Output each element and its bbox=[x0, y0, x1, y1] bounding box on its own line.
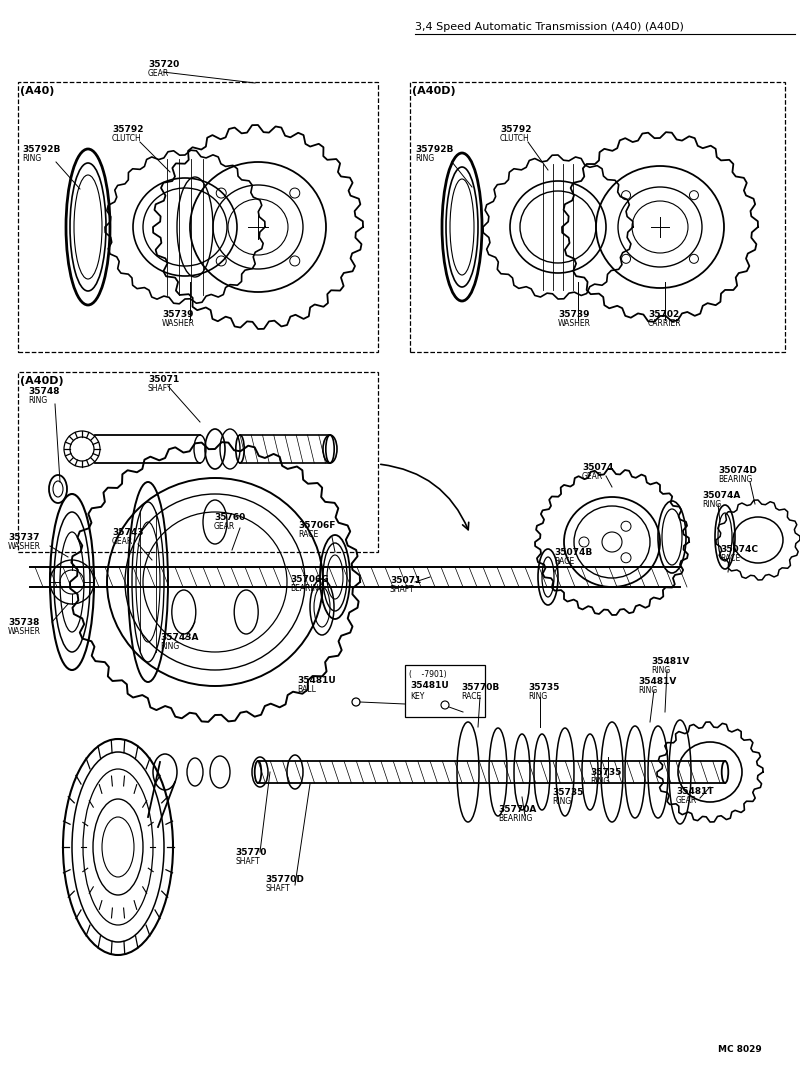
Text: MC 8029: MC 8029 bbox=[718, 1045, 762, 1054]
Text: RING: RING bbox=[638, 686, 658, 695]
Text: 35739: 35739 bbox=[162, 311, 194, 319]
Text: SHAFT: SHAFT bbox=[265, 884, 290, 893]
Bar bbox=[18, 372, 378, 552]
Text: 35071: 35071 bbox=[390, 576, 422, 585]
Text: 35792: 35792 bbox=[112, 126, 143, 134]
Text: WASHER: WASHER bbox=[8, 542, 41, 551]
Text: 35720: 35720 bbox=[148, 60, 179, 69]
Text: 35735: 35735 bbox=[528, 683, 559, 692]
Text: 35481T: 35481T bbox=[676, 787, 714, 796]
Text: RING: RING bbox=[415, 154, 434, 163]
Text: 35792B: 35792B bbox=[415, 145, 454, 154]
Text: CARRIER: CARRIER bbox=[648, 319, 682, 328]
Text: RING: RING bbox=[651, 667, 670, 675]
Text: (A40D): (A40D) bbox=[20, 377, 64, 386]
Text: RING: RING bbox=[28, 396, 47, 405]
Text: GEAR: GEAR bbox=[112, 537, 134, 546]
Text: 35770D: 35770D bbox=[265, 875, 304, 884]
Text: BALL: BALL bbox=[297, 685, 316, 694]
Text: 35770B: 35770B bbox=[461, 683, 499, 692]
Text: 35706F: 35706F bbox=[298, 522, 335, 530]
Text: 35074C: 35074C bbox=[720, 545, 758, 554]
Text: KEY: KEY bbox=[410, 692, 424, 701]
Text: RACE: RACE bbox=[461, 692, 482, 701]
Text: SHAFT: SHAFT bbox=[390, 585, 414, 594]
Text: WASHER: WASHER bbox=[162, 319, 195, 328]
Text: 35792: 35792 bbox=[500, 126, 531, 134]
Text: WASHER: WASHER bbox=[558, 319, 591, 328]
Text: 35735: 35735 bbox=[552, 788, 583, 797]
Text: 35743: 35743 bbox=[112, 528, 143, 537]
Text: GEAR: GEAR bbox=[582, 472, 603, 481]
Bar bbox=[410, 82, 785, 352]
Text: RING: RING bbox=[22, 154, 42, 163]
Text: GEAR: GEAR bbox=[214, 522, 235, 531]
Bar bbox=[18, 82, 378, 352]
Text: RING: RING bbox=[528, 692, 547, 701]
Text: 35739: 35739 bbox=[558, 311, 590, 319]
Text: (    -7901): ( -7901) bbox=[409, 670, 446, 679]
Text: 35481U: 35481U bbox=[410, 681, 449, 690]
Text: 35760: 35760 bbox=[214, 513, 246, 522]
Text: (A40): (A40) bbox=[20, 85, 54, 96]
Text: SHAFT: SHAFT bbox=[148, 384, 173, 393]
Text: 35702: 35702 bbox=[648, 311, 679, 319]
Text: 35481U: 35481U bbox=[297, 676, 336, 685]
Text: RACE: RACE bbox=[298, 530, 318, 539]
Text: 35481V: 35481V bbox=[638, 677, 676, 686]
Text: 35074: 35074 bbox=[582, 463, 614, 472]
Bar bbox=[405, 665, 485, 717]
Text: 35792B: 35792B bbox=[22, 145, 60, 154]
Text: BEARING: BEARING bbox=[498, 814, 532, 823]
Text: RING: RING bbox=[552, 797, 571, 806]
Text: 35770: 35770 bbox=[235, 848, 266, 857]
Text: 35743A: 35743A bbox=[160, 633, 198, 642]
Text: CLUTCH: CLUTCH bbox=[500, 134, 530, 143]
Text: 3,4 Speed Automatic Transmission (A40) (A40D): 3,4 Speed Automatic Transmission (A40) (… bbox=[415, 22, 684, 32]
Text: 35071: 35071 bbox=[148, 375, 179, 384]
Text: 35748: 35748 bbox=[28, 387, 59, 396]
Text: BEARING: BEARING bbox=[718, 475, 752, 484]
Text: RING: RING bbox=[702, 500, 722, 509]
Text: 35738: 35738 bbox=[8, 618, 39, 626]
Text: 35481V: 35481V bbox=[651, 657, 690, 667]
Text: 35706G: 35706G bbox=[290, 575, 329, 584]
Text: RING: RING bbox=[590, 777, 610, 786]
Text: 35074D: 35074D bbox=[718, 466, 757, 475]
Text: 35735: 35735 bbox=[590, 768, 622, 777]
Text: (A40D): (A40D) bbox=[412, 85, 456, 96]
Text: CLUTCH: CLUTCH bbox=[112, 134, 142, 143]
Text: RACE: RACE bbox=[554, 557, 574, 566]
Text: GEAR: GEAR bbox=[676, 796, 698, 805]
Text: 35737: 35737 bbox=[8, 533, 39, 542]
Text: 35074A: 35074A bbox=[702, 491, 740, 500]
Text: GEAR: GEAR bbox=[148, 69, 170, 78]
Text: 35770A: 35770A bbox=[498, 805, 536, 814]
Text: 35074B: 35074B bbox=[554, 547, 592, 557]
Text: RING: RING bbox=[160, 642, 179, 651]
Text: RACE: RACE bbox=[720, 554, 740, 563]
Text: SHAFT: SHAFT bbox=[235, 857, 260, 866]
Text: BEARING: BEARING bbox=[290, 584, 324, 593]
Text: WASHER: WASHER bbox=[8, 626, 41, 636]
